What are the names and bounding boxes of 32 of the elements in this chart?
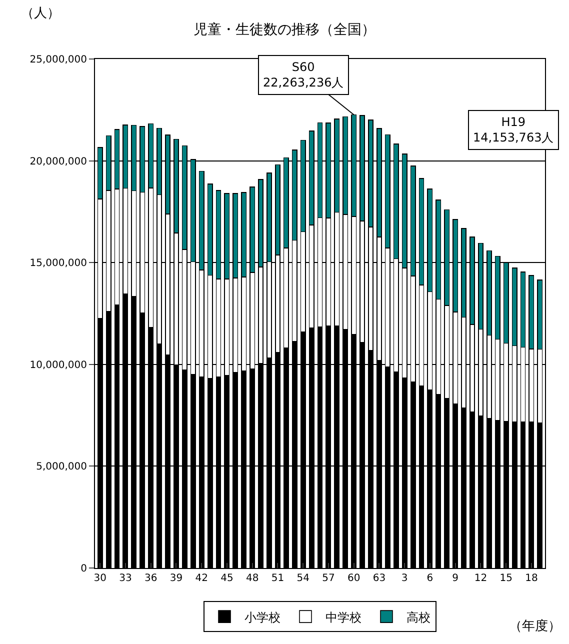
legend-label: 中学校 bbox=[326, 610, 362, 624]
x-tick-label: 39 bbox=[170, 573, 183, 584]
x-tick-label: 57 bbox=[322, 573, 335, 584]
x-tick-label: 36 bbox=[144, 573, 158, 584]
x-tick-label: 18 bbox=[525, 573, 538, 584]
x-tick-label: 9 bbox=[452, 573, 459, 584]
y-tick-label: 25,000,000 bbox=[30, 54, 87, 66]
x-tick-label: 51 bbox=[271, 573, 284, 584]
x-axis-title: （年度） bbox=[509, 618, 561, 634]
legend-label: 小学校 bbox=[244, 610, 280, 624]
chart-title: 児童・生徒数の推移（全国） bbox=[194, 22, 376, 38]
annotation: H19 14,153,763人 bbox=[473, 115, 554, 145]
y-tick-label: 10,000,000 bbox=[30, 360, 87, 371]
y-tick-label: 5,000,000 bbox=[36, 462, 87, 473]
x-tick-label: 63 bbox=[372, 573, 386, 584]
y-tick-label: 20,000,000 bbox=[30, 156, 87, 168]
x-tick-label: 60 bbox=[347, 573, 360, 584]
x-tick-label: 15 bbox=[500, 573, 512, 584]
x-tick-label: 54 bbox=[296, 573, 310, 584]
annotation: S60 22,263,236人 bbox=[263, 60, 344, 90]
x-tick-label: 30 bbox=[94, 573, 106, 584]
x-tick-label: 6 bbox=[426, 573, 434, 584]
x-tick-label: 33 bbox=[119, 573, 132, 584]
x-tick-label: 12 bbox=[474, 573, 488, 584]
x-tick-label: 42 bbox=[195, 573, 208, 584]
y-axis-title: （人） bbox=[21, 6, 60, 21]
y-tick-label: 15,000,000 bbox=[30, 258, 87, 270]
x-tick-label: 48 bbox=[246, 573, 259, 584]
legend-label: 高校 bbox=[406, 610, 430, 624]
y-tick-label: 0 bbox=[80, 564, 87, 574]
x-tick-label: 3 bbox=[401, 573, 408, 584]
x-tick-label: 45 bbox=[220, 573, 234, 584]
